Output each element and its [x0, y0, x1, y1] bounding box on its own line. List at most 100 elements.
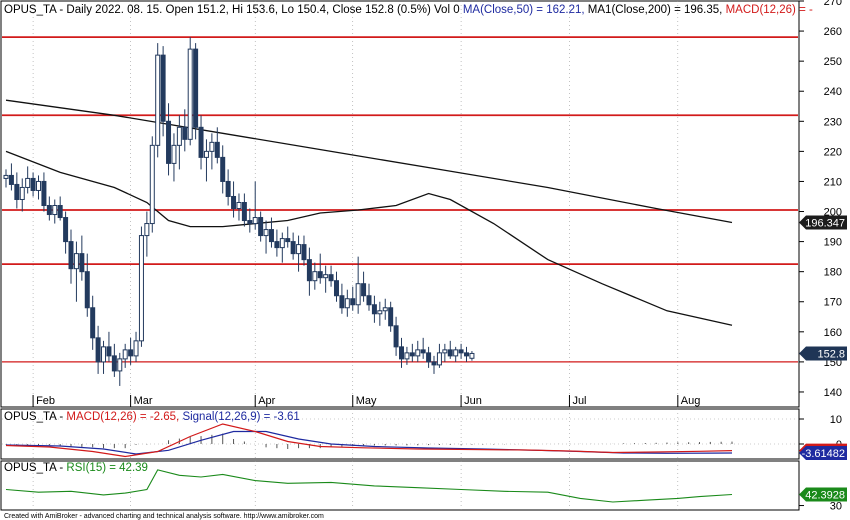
candle-body[interactable] [268, 229, 274, 243]
candle-body[interactable] [453, 349, 459, 357]
candle-body[interactable] [95, 337, 101, 363]
candle-body[interactable] [57, 205, 63, 219]
candle-body[interactable] [436, 352, 442, 366]
header-info: - Daily 2022. 08. 15. Open 151.2, Hi 153… [56, 4, 459, 16]
candle-body[interactable] [339, 295, 345, 309]
candle-body[interactable] [46, 205, 52, 216]
candle-body[interactable] [447, 349, 453, 357]
candle-body[interactable] [393, 325, 399, 348]
candle-body[interactable] [263, 229, 269, 237]
candle-body[interactable] [328, 274, 334, 282]
candle-body[interactable] [420, 349, 426, 354]
candle-body[interactable] [117, 358, 123, 372]
candle-body[interactable] [296, 244, 302, 255]
candle-body[interactable] [166, 120, 172, 164]
candle-body[interactable] [30, 177, 36, 191]
x-tick-label: Jul [572, 395, 586, 407]
candle-body[interactable] [399, 346, 404, 360]
candle-body[interactable] [220, 156, 226, 182]
candle-body[interactable] [382, 307, 388, 312]
candle-body[interactable] [355, 283, 361, 306]
candle-body[interactable] [106, 346, 112, 357]
candle-body[interactable] [361, 283, 367, 297]
candle-body[interactable] [252, 217, 258, 225]
candle-body[interactable] [209, 141, 215, 152]
candle-body[interactable] [138, 235, 144, 342]
candle-body[interactable] [128, 349, 134, 357]
candle-body[interactable] [306, 259, 312, 282]
candle-body[interactable] [160, 54, 166, 122]
candle-body[interactable] [236, 201, 242, 210]
candle-body[interactable] [14, 183, 20, 200]
candle-body[interactable] [469, 352, 475, 359]
candle-body[interactable] [317, 271, 323, 279]
candle-body[interactable] [290, 241, 296, 255]
candle-body[interactable] [371, 304, 377, 315]
candle-body[interactable] [415, 349, 421, 357]
candle-body[interactable] [63, 217, 69, 243]
candle-body[interactable] [279, 238, 285, 249]
candle-body[interactable] [241, 201, 247, 222]
candle-body[interactable] [203, 150, 209, 158]
candle-body[interactable] [377, 310, 383, 315]
price-value-tag: 196.347 [805, 218, 845, 230]
candle-body[interactable] [225, 180, 231, 197]
header-symbol: OPUS_TA [4, 4, 57, 16]
candle-body[interactable] [176, 126, 182, 146]
candle-body[interactable] [133, 340, 139, 357]
candle-body[interactable] [214, 141, 220, 158]
x-tick-label: Mar [134, 395, 153, 407]
candle-body[interactable] [344, 298, 350, 309]
candle-body[interactable] [182, 126, 188, 140]
candle-body[interactable] [79, 253, 85, 273]
price-value-tag: 152.8 [817, 348, 845, 360]
candle-body[interactable] [25, 177, 31, 188]
candle-body[interactable] [3, 174, 9, 179]
candle-body[interactable] [111, 355, 117, 372]
candle-body[interactable] [323, 274, 329, 279]
candle-body[interactable] [187, 48, 193, 140]
candle-body[interactable] [155, 54, 161, 146]
candle-body[interactable] [247, 220, 253, 225]
candle-body[interactable] [431, 361, 437, 366]
candle-body[interactable] [90, 307, 96, 339]
candle-body[interactable] [36, 180, 42, 191]
candle-body[interactable] [19, 186, 25, 200]
candle-body[interactable] [52, 205, 58, 216]
candle-body[interactable] [442, 349, 448, 354]
candle-body[interactable] [8, 174, 14, 185]
candle-body[interactable] [404, 352, 410, 360]
candle-body[interactable] [301, 244, 307, 261]
candle-body[interactable] [101, 346, 107, 363]
candle-body[interactable] [258, 217, 264, 237]
moving-averages-layer [5, 99, 733, 326]
candle-body[interactable] [193, 48, 199, 128]
candle-body[interactable] [464, 352, 470, 357]
candle-body[interactable] [285, 238, 291, 243]
candle-body[interactable] [350, 298, 356, 306]
candle-body[interactable] [388, 307, 394, 327]
candle-body[interactable] [41, 180, 47, 207]
candle-body[interactable] [149, 144, 155, 225]
candle-body[interactable] [171, 144, 177, 164]
grid-layer [2, 1, 798, 510]
candle-body[interactable] [409, 352, 415, 357]
candle-body[interactable] [144, 223, 150, 237]
candle-body[interactable] [84, 271, 90, 309]
candles-layer[interactable] [3, 37, 475, 386]
y-tick-label: 190 [824, 237, 842, 249]
candle-body[interactable] [231, 195, 237, 210]
candle-body[interactable] [312, 271, 318, 282]
x-tick-label: Feb [36, 395, 55, 407]
candle-body[interactable] [198, 126, 204, 158]
candle-body[interactable] [68, 241, 74, 270]
candle-body[interactable] [333, 280, 339, 297]
candle-body[interactable] [426, 352, 432, 363]
candle-body[interactable] [458, 349, 464, 354]
candle-body[interactable] [73, 253, 79, 270]
candle-body[interactable] [274, 241, 280, 249]
rsi-value-tag: 42.3928 [805, 490, 845, 502]
candle-body[interactable] [122, 349, 128, 360]
candle-body[interactable] [366, 295, 372, 306]
